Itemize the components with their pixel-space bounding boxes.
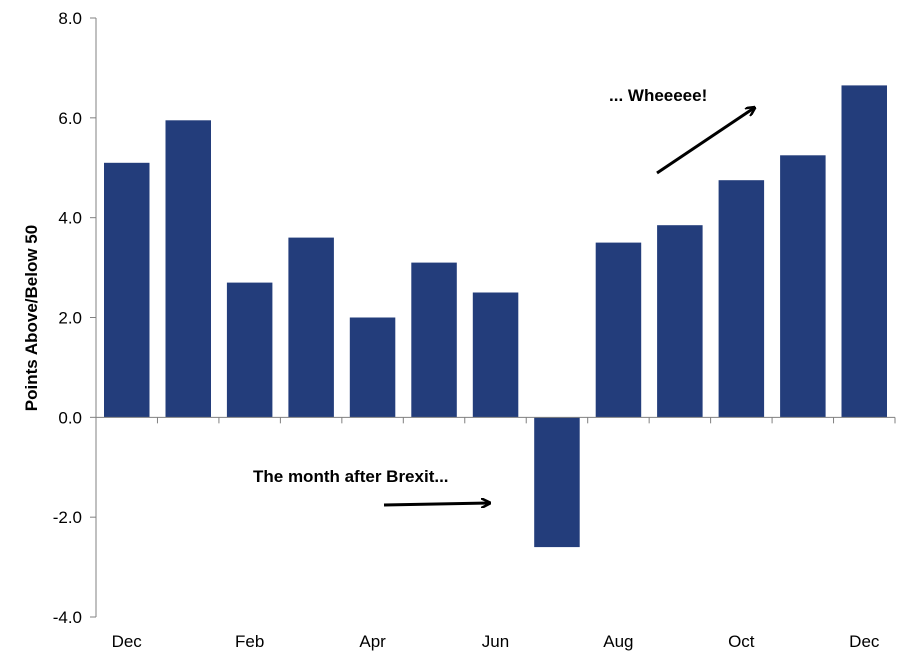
bar-6 bbox=[472, 292, 519, 418]
x-tick-label: Dec bbox=[112, 632, 143, 651]
bar-1 bbox=[165, 120, 211, 418]
y-tick-label: 2.0 bbox=[58, 309, 82, 328]
bar-4 bbox=[349, 317, 396, 418]
tick-labels: -4.0 -2.0 0.0 2.0 4.0 6.0 8.0 Dec Feb Apr Jun Aug Oc… bbox=[53, 9, 880, 651]
bar-9 bbox=[657, 225, 703, 418]
bar-5 bbox=[411, 262, 457, 418]
annotation-brexit-arrow bbox=[383, 503, 489, 505]
x-tick-label: Dec bbox=[849, 632, 880, 651]
bar-0 bbox=[104, 162, 150, 418]
x-tick-label: Oct bbox=[728, 632, 755, 651]
y-tick-label: -2.0 bbox=[53, 508, 82, 527]
y-tick-label: 6.0 bbox=[58, 109, 82, 128]
x-tick-label: Apr bbox=[359, 632, 386, 651]
bar-3 bbox=[288, 237, 334, 418]
annotation-wheeeee-arrow bbox=[656, 108, 754, 175]
x-tick-label: Jun bbox=[482, 632, 509, 651]
annotation-brexit: The month after Brexit... bbox=[253, 467, 449, 486]
annotation-wheeeee: ... Wheeeee! bbox=[609, 86, 707, 105]
bars bbox=[104, 85, 887, 548]
bar-10 bbox=[718, 180, 765, 418]
axes bbox=[90, 17, 896, 618]
x-tick-label: Aug bbox=[603, 632, 633, 651]
bar-12 bbox=[841, 85, 887, 418]
bar-7 bbox=[534, 417, 580, 548]
x-tick-label: Feb bbox=[235, 632, 264, 651]
bar-2 bbox=[226, 282, 273, 418]
y-tick-label: 8.0 bbox=[58, 9, 82, 28]
y-tick-label: -4.0 bbox=[53, 608, 82, 627]
bar-11 bbox=[780, 155, 826, 418]
y-axis-title: Points Above/Below 50 bbox=[22, 225, 41, 411]
y-tick-label: 0.0 bbox=[58, 408, 82, 427]
bar-8 bbox=[595, 242, 642, 418]
y-tick-label: 4.0 bbox=[58, 209, 82, 228]
